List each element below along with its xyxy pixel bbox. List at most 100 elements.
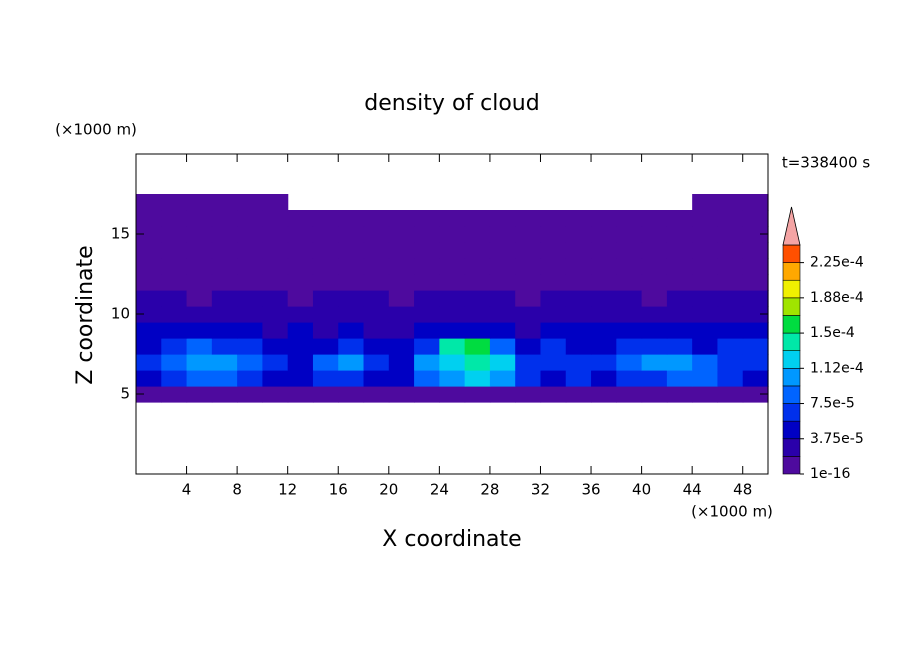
contour-cell bbox=[186, 306, 213, 323]
x-tick-label: 44 bbox=[683, 481, 702, 499]
contour-cell bbox=[363, 290, 390, 307]
y-tick-label: 10 bbox=[111, 305, 130, 323]
contour-cell bbox=[464, 226, 491, 243]
contour-cell bbox=[211, 322, 238, 339]
contour-cell bbox=[161, 338, 188, 355]
contour-cell bbox=[641, 338, 668, 355]
contour-cell bbox=[692, 274, 719, 291]
contour-cell bbox=[515, 306, 542, 323]
contour-cell bbox=[565, 322, 592, 339]
colorbar-label: 1.88e-4 bbox=[810, 290, 864, 306]
contour-cell bbox=[312, 210, 339, 227]
contour-cell bbox=[312, 306, 339, 323]
contour-cell bbox=[211, 226, 238, 243]
contour-cell bbox=[388, 386, 415, 403]
contour-cell bbox=[414, 210, 440, 227]
contour-cell bbox=[186, 242, 213, 259]
contour-cell bbox=[489, 370, 516, 387]
colorbar-band bbox=[782, 262, 801, 281]
contour-cell bbox=[591, 370, 617, 387]
contour-cell bbox=[439, 306, 466, 323]
contour-cell bbox=[742, 354, 769, 371]
contour-cell bbox=[414, 322, 440, 339]
contour-cell bbox=[388, 322, 415, 339]
contour-cell bbox=[616, 226, 643, 243]
contour-cell bbox=[591, 386, 617, 403]
contour-cell bbox=[312, 338, 339, 355]
contour-cell bbox=[211, 194, 238, 211]
colorbar-label: 1.5e-4 bbox=[810, 325, 855, 341]
x-axis-label: X coordinate bbox=[382, 527, 521, 552]
contour-cell bbox=[515, 226, 542, 243]
contour-cell bbox=[186, 290, 213, 307]
contour-cell bbox=[717, 258, 744, 275]
contour-cell bbox=[692, 322, 719, 339]
contour-cell bbox=[388, 210, 415, 227]
contour-cell bbox=[641, 290, 668, 307]
contour-cell bbox=[161, 258, 188, 275]
contour-cell bbox=[692, 386, 719, 403]
contour-cell bbox=[237, 370, 263, 387]
contour-cell bbox=[515, 386, 542, 403]
contour-cell bbox=[666, 274, 693, 291]
contour-cell bbox=[692, 210, 719, 227]
contour-cell bbox=[388, 338, 415, 355]
time-annotation: t=338400 s bbox=[782, 154, 870, 172]
y-tick-label: 5 bbox=[120, 385, 130, 403]
contour-cell bbox=[616, 210, 643, 227]
contour-cell bbox=[692, 290, 719, 307]
contour-cell bbox=[287, 242, 314, 259]
contour-cell bbox=[616, 354, 643, 371]
contour-cell bbox=[287, 306, 314, 323]
contour-cell bbox=[692, 242, 719, 259]
contour-cell bbox=[312, 354, 339, 371]
contour-cell bbox=[666, 322, 693, 339]
colorbar-band bbox=[782, 420, 801, 440]
contour-cell bbox=[388, 258, 415, 275]
contour-cell bbox=[287, 354, 314, 371]
x-tick-label: 8 bbox=[232, 481, 242, 499]
contour-cell bbox=[363, 226, 390, 243]
contour-cell bbox=[312, 370, 339, 387]
contour-cell bbox=[338, 258, 365, 275]
contour-cell bbox=[161, 354, 188, 371]
contour-cell bbox=[565, 306, 592, 323]
contour-cell bbox=[186, 370, 213, 387]
contour-cell bbox=[666, 338, 693, 355]
contour-cell bbox=[565, 386, 592, 403]
contour-cell bbox=[717, 290, 744, 307]
contour-cell bbox=[666, 226, 693, 243]
contour-cell bbox=[186, 322, 213, 339]
x-tick-label: 36 bbox=[581, 481, 600, 499]
colorbar-band bbox=[782, 279, 801, 299]
contour-cell bbox=[616, 290, 643, 307]
contour-cell bbox=[262, 274, 289, 291]
contour-cell bbox=[540, 386, 567, 403]
contour-cell bbox=[464, 242, 491, 259]
contour-cell bbox=[540, 290, 567, 307]
colorbar-band bbox=[782, 438, 801, 457]
contour-cell bbox=[717, 242, 744, 259]
contour-cell bbox=[211, 290, 238, 307]
x-tick-label: 16 bbox=[329, 481, 348, 499]
colorbar-band bbox=[782, 332, 801, 351]
contour-cell bbox=[565, 258, 592, 275]
contour-cell bbox=[136, 226, 162, 243]
contour-cell bbox=[161, 194, 188, 211]
contour-cell bbox=[186, 226, 213, 243]
contour-cell bbox=[287, 338, 314, 355]
contour-cell bbox=[211, 338, 238, 355]
contour-cell bbox=[591, 226, 617, 243]
contour-cell bbox=[136, 194, 162, 211]
contour-cell bbox=[489, 226, 516, 243]
contour-cell bbox=[262, 194, 289, 211]
contour-cell bbox=[237, 242, 263, 259]
contour-cell bbox=[616, 386, 643, 403]
contour-cell bbox=[237, 258, 263, 275]
contour-cell bbox=[464, 370, 491, 387]
contour-cell bbox=[717, 210, 744, 227]
contour-cell bbox=[666, 210, 693, 227]
colorbar-band bbox=[782, 385, 801, 404]
contour-cell bbox=[136, 290, 162, 307]
x-tick-label: 48 bbox=[733, 481, 752, 499]
